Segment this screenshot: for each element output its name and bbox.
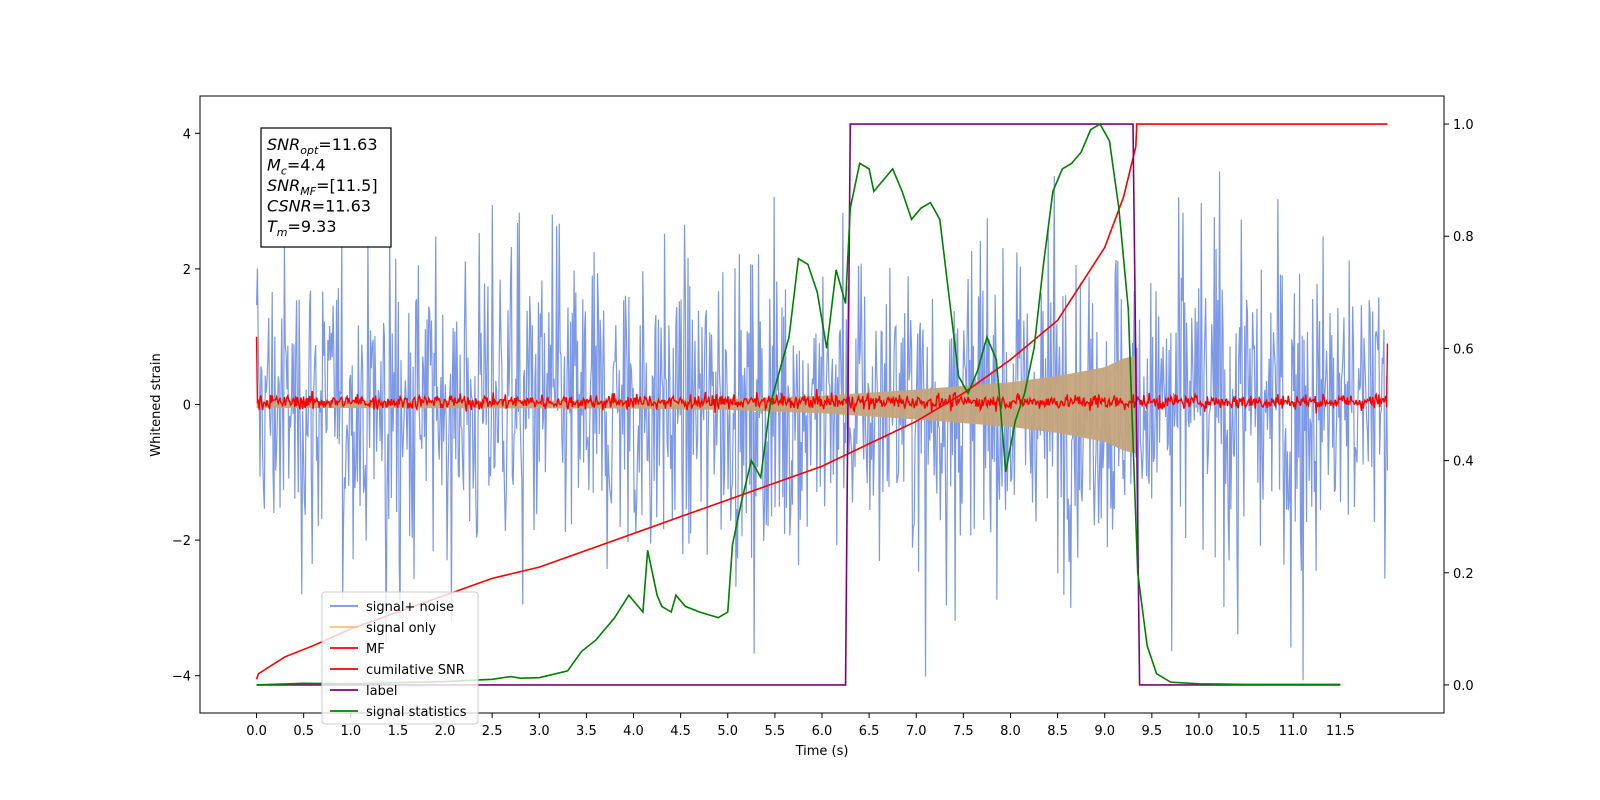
annotation-line: CSNR=11.63	[267, 197, 371, 216]
y-tick-label: 2	[183, 263, 191, 278]
legend-label: label	[366, 684, 397, 699]
y2-tick-label: 1.0	[1453, 118, 1474, 133]
x-axis-label: Time (s)	[795, 744, 849, 759]
legend-label: MF	[366, 642, 385, 657]
x-tick-label: 10.0	[1184, 724, 1213, 739]
annotation-line: SNRMF=[11.5]	[267, 176, 378, 198]
x-tick-label: 3.0	[529, 724, 550, 739]
x-tick-label: 6.0	[812, 724, 833, 739]
x-tick-label: 11.0	[1279, 724, 1308, 739]
annotation-line: SNRopt=11.63	[267, 135, 378, 157]
y-tick-label: −4	[172, 670, 191, 685]
legend-label: signal statistics	[366, 705, 467, 720]
x-tick-label: 5.0	[717, 724, 738, 739]
annotation-box: SNRopt=11.63Mc=4.4SNRMF=[11.5]CSNR=11.63…	[261, 128, 391, 247]
x-tick-label: 4.0	[623, 724, 644, 739]
y-tick-label: 0	[183, 399, 191, 414]
x-tick-label: 1.0	[340, 724, 361, 739]
y-tick-label: 4	[183, 127, 191, 142]
x-tick-label: 0.5	[293, 724, 314, 739]
x-tick-label: 6.5	[859, 724, 880, 739]
legend: signal+ noise signal only MF cumilative SNR…	[322, 592, 478, 724]
x-tick-label: 3.5	[576, 724, 597, 739]
x-tick-label: 1.5	[388, 724, 409, 739]
x-tick-label: 2.0	[435, 724, 456, 739]
x-tick-label: 7.5	[953, 724, 974, 739]
x-tick-label: 4.5	[670, 724, 691, 739]
y2-tick-label: 0.4	[1453, 455, 1474, 470]
y2-tick-label: 0.6	[1453, 342, 1474, 357]
legend-label: signal+ noise	[366, 600, 454, 615]
legend-label: cumilative SNR	[366, 663, 465, 678]
x-tick-label: 7.0	[906, 724, 927, 739]
annotation-line: Mc=4.4	[267, 156, 326, 178]
x-tick-label: 5.5	[765, 724, 786, 739]
y-tick-label: −2	[172, 534, 191, 549]
x-tick-label: 2.5	[482, 724, 503, 739]
x-tick-label: 9.0	[1094, 724, 1115, 739]
x-tick-label: 9.5	[1142, 724, 1163, 739]
legend-label: signal only	[366, 621, 436, 636]
y2-tick-label: 0.8	[1453, 230, 1474, 245]
x-tick-label: 0.0	[246, 724, 267, 739]
x-tick-label: 8.0	[1000, 724, 1021, 739]
y-axis-label: Whitened strain	[149, 353, 164, 456]
x-tick-label: 8.5	[1047, 724, 1068, 739]
x-tick-label: 10.5	[1232, 724, 1261, 739]
y2-tick-label: 0.0	[1453, 679, 1474, 694]
y2-tick-label: 0.2	[1453, 567, 1474, 582]
x-tick-label: 11.5	[1326, 724, 1355, 739]
